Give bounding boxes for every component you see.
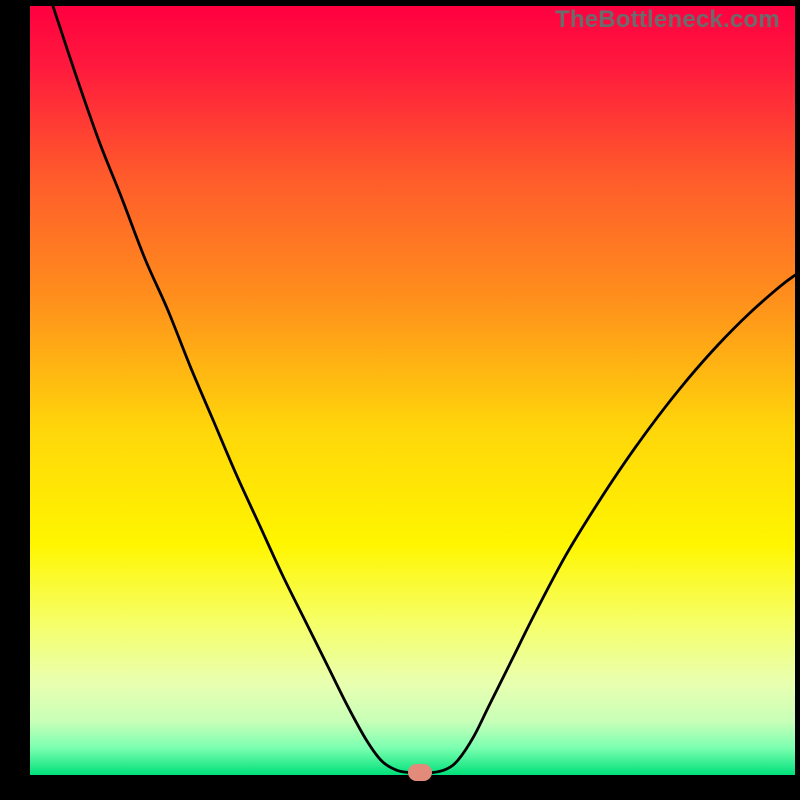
- chart-canvas: TheBottleneck.com: [0, 0, 800, 800]
- chart-border-right: [795, 0, 800, 800]
- chart-border-left: [0, 0, 30, 800]
- optimal-point-marker: [408, 764, 432, 781]
- watermark-text: TheBottleneck.com: [555, 6, 780, 34]
- chart-plot-area: [30, 6, 795, 775]
- chart-border-bottom: [0, 775, 800, 800]
